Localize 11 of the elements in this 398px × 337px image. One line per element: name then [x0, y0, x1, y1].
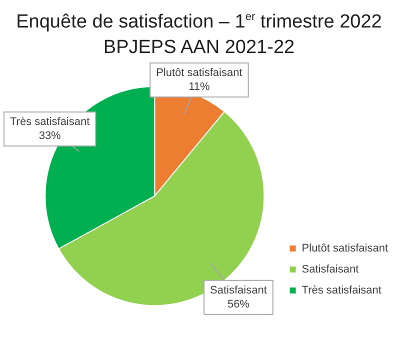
slice-label: Très satisfaisant: [10, 116, 90, 128]
slice-label: Plutôt satisfaisant: [156, 67, 242, 80]
data-label: 33%: [38, 130, 62, 142]
slice-label: Satisfaisant: [210, 284, 267, 297]
legend-label: Très satisfaisant: [302, 284, 382, 297]
chart-title: Enquête de satisfaction – 1$^{er}$ trimestre 2022: [15, 10, 383, 34]
data-label: 11%: [188, 81, 210, 94]
chart-subtitle: BPJEPS AAN 2021-22: [102, 36, 296, 60]
data-label: 56%: [227, 298, 250, 311]
legend-label: Satisfaisant: [302, 264, 359, 276]
legend-label: Plutôt satisfaisant: [302, 242, 388, 255]
